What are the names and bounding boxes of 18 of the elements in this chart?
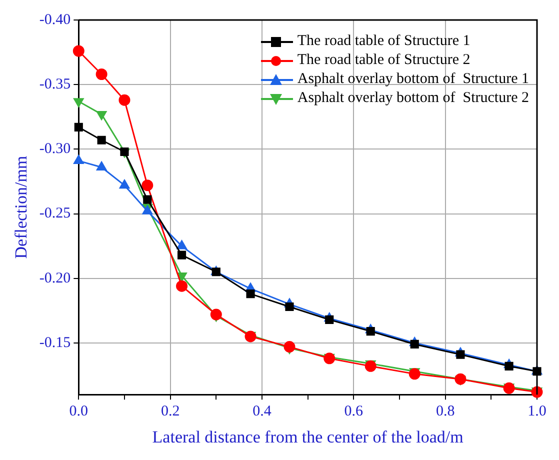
x-axis-title: Lateral distance from the center of the load/m [152,427,464,446]
x-tick-label: 0.2 [160,404,180,420]
y-tick-label: -0.15 [39,334,71,351]
x-tick-label: 0.6 [344,404,364,420]
y-tick-label: -0.35 [39,76,71,93]
legend-label: The road table of Structure 1 [297,33,470,49]
x-tick-label: 0.0 [69,404,88,420]
legend-label: The road table of Structure 2 [297,52,470,68]
y-axis-title: Deflection/mm [12,156,31,259]
x-tick-label: 0.8 [436,404,455,420]
x-tick-label: 0.4 [252,404,272,420]
y-tick-label: -0.40 [39,12,71,28]
y-tick-label: -0.25 [39,206,71,222]
y-tick-label: -0.20 [39,270,71,286]
legend-label: Asphalt overlay bottom of Structure 2 [297,90,529,106]
y-tick-label: -0.30 [39,141,71,158]
legend-label: Asphalt overlay bottom of Structure 1 [297,71,529,87]
x-tick-label: 1.0 [528,404,546,420]
